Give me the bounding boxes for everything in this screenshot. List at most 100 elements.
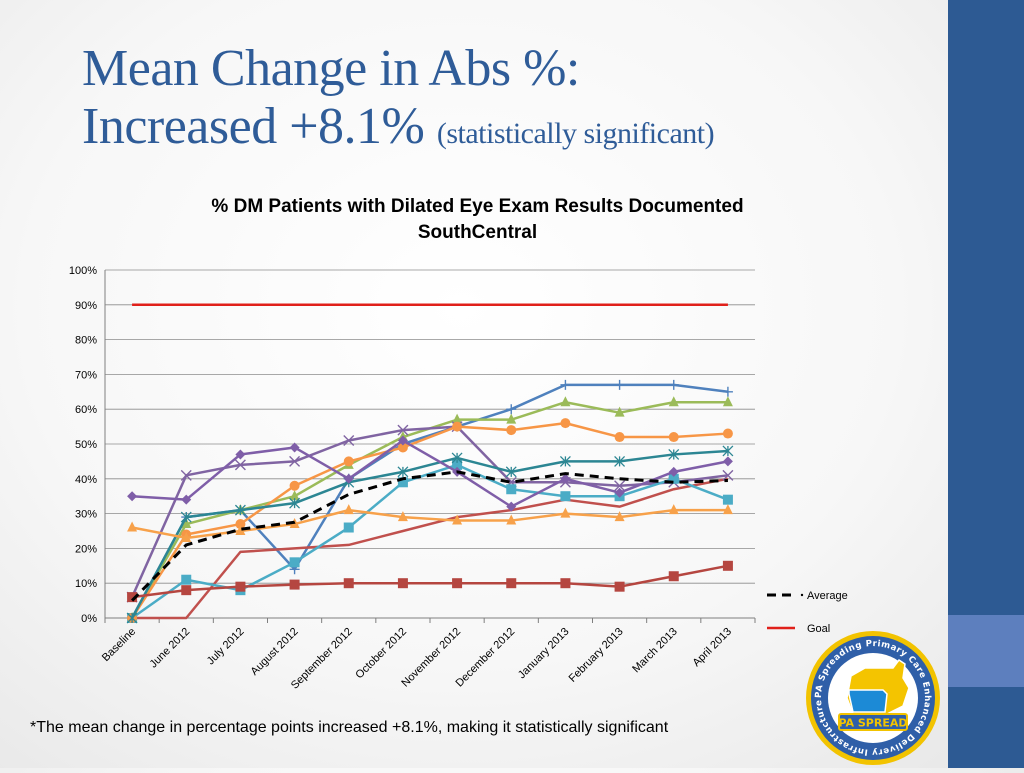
data-point — [289, 579, 300, 590]
data-point — [181, 585, 192, 596]
data-point — [343, 578, 354, 589]
data-point — [181, 531, 192, 542]
title-main-text: Increased +8.1% — [82, 98, 425, 155]
data-point — [722, 386, 733, 397]
data-point — [722, 560, 733, 571]
y-tick-label: 30% — [75, 509, 97, 521]
x-tick-label: April 2013 — [691, 626, 735, 670]
data-point — [722, 428, 733, 439]
data-point — [397, 435, 408, 446]
legend-label-average: Average — [807, 590, 848, 602]
legend-label-goal: Goal — [807, 623, 830, 635]
y-tick-label: 40% — [75, 474, 97, 486]
data-point — [289, 442, 300, 453]
footnote: *The mean change in percentage points in… — [30, 719, 669, 736]
data-point — [289, 557, 300, 568]
data-point — [506, 404, 517, 415]
data-point — [452, 514, 463, 525]
data-point — [614, 581, 625, 592]
data-point — [452, 413, 463, 424]
title-line-1: Mean Change in Abs %: — [82, 40, 580, 97]
data-point — [181, 574, 192, 585]
data-point — [289, 497, 301, 509]
data-point — [506, 514, 517, 525]
data-point — [668, 466, 679, 477]
x-tick-label: February 2013 — [567, 626, 626, 685]
data-point — [505, 466, 517, 478]
data-point — [343, 504, 354, 515]
data-point — [126, 612, 138, 624]
title-qualifier: (statistically significant) — [436, 117, 715, 150]
data-point — [722, 504, 733, 515]
sidebar-accent-block — [948, 615, 1024, 687]
data-point — [180, 511, 192, 523]
data-point — [560, 578, 571, 589]
series-line-4 — [130, 425, 729, 598]
data-point — [234, 504, 246, 516]
y-tick-label: 80% — [75, 335, 97, 347]
series-line-average — [131, 470, 728, 602]
x-tick-label: Baseline — [100, 626, 138, 664]
data-point — [343, 435, 355, 447]
data-point — [722, 396, 733, 407]
chart-title: % DM Patients with Dilated Eye Exam Resu… — [120, 194, 835, 246]
data-point — [181, 494, 192, 505]
data-point — [614, 455, 626, 467]
logo-label: PA SPREAD — [838, 717, 907, 730]
data-point — [397, 442, 408, 453]
series-line-2 — [132, 477, 729, 620]
data-point — [668, 432, 679, 443]
x-tick-label: August 2012 — [249, 626, 301, 678]
line-chart: 0% 10% 20% 30% 40% 50% 60% 70% 80% 90% 100% Baselin… — [69, 265, 848, 692]
data-point — [506, 425, 517, 436]
data-point — [668, 379, 679, 390]
data-point — [560, 507, 571, 518]
data-point — [668, 448, 680, 460]
x-tick-label: June 2012 — [148, 626, 193, 671]
x-tick-label: July 2012 — [205, 626, 247, 668]
data-point — [451, 452, 463, 464]
data-point — [127, 491, 138, 502]
x-tick-label: December 2012 — [454, 626, 518, 690]
data-point — [235, 449, 246, 460]
data-point — [722, 445, 734, 457]
y-tick-label: 50% — [75, 439, 97, 451]
data-point — [668, 473, 679, 484]
chart-subtitle: SouthCentral — [417, 222, 538, 243]
series-line-8 — [132, 439, 729, 508]
data-point — [722, 456, 733, 467]
data-point — [452, 421, 463, 432]
data-point — [397, 477, 408, 488]
data-point — [343, 522, 354, 533]
logo-badge — [838, 713, 908, 731]
data-point — [560, 418, 571, 429]
data-point — [614, 480, 626, 492]
data-point — [722, 469, 734, 481]
data-point — [452, 459, 463, 470]
data-point — [614, 487, 625, 498]
y-tick-label: 100% — [69, 265, 97, 277]
data-point — [289, 480, 300, 491]
series-line-6 — [131, 421, 728, 619]
data-point — [506, 578, 517, 589]
pa-spread-logo: PA Spreading Primary Care Enhanced Deliv… — [803, 628, 943, 768]
logo-graphic: PA Spreading Primary Care Enhanced Deliv… — [806, 631, 940, 765]
y-tick-label: 0% — [81, 613, 97, 625]
data-point — [452, 578, 463, 589]
y-tick-label: 20% — [75, 543, 97, 555]
x-tick-label: March 2013 — [630, 626, 680, 676]
data-point — [668, 571, 679, 582]
series-line-7 — [130, 449, 728, 619]
data-point — [506, 413, 517, 424]
data-point — [235, 581, 246, 592]
data-point — [343, 456, 354, 467]
data-point — [506, 501, 517, 512]
title-line-2: Increased +8.1% (statistically significa… — [82, 98, 932, 163]
data-point — [614, 406, 625, 417]
data-point — [614, 379, 625, 390]
data-point — [289, 455, 301, 467]
y-tick-label: 60% — [75, 404, 97, 416]
y-tick-label: 90% — [75, 300, 97, 312]
legend-dot — [800, 593, 804, 597]
data-point — [614, 432, 625, 443]
